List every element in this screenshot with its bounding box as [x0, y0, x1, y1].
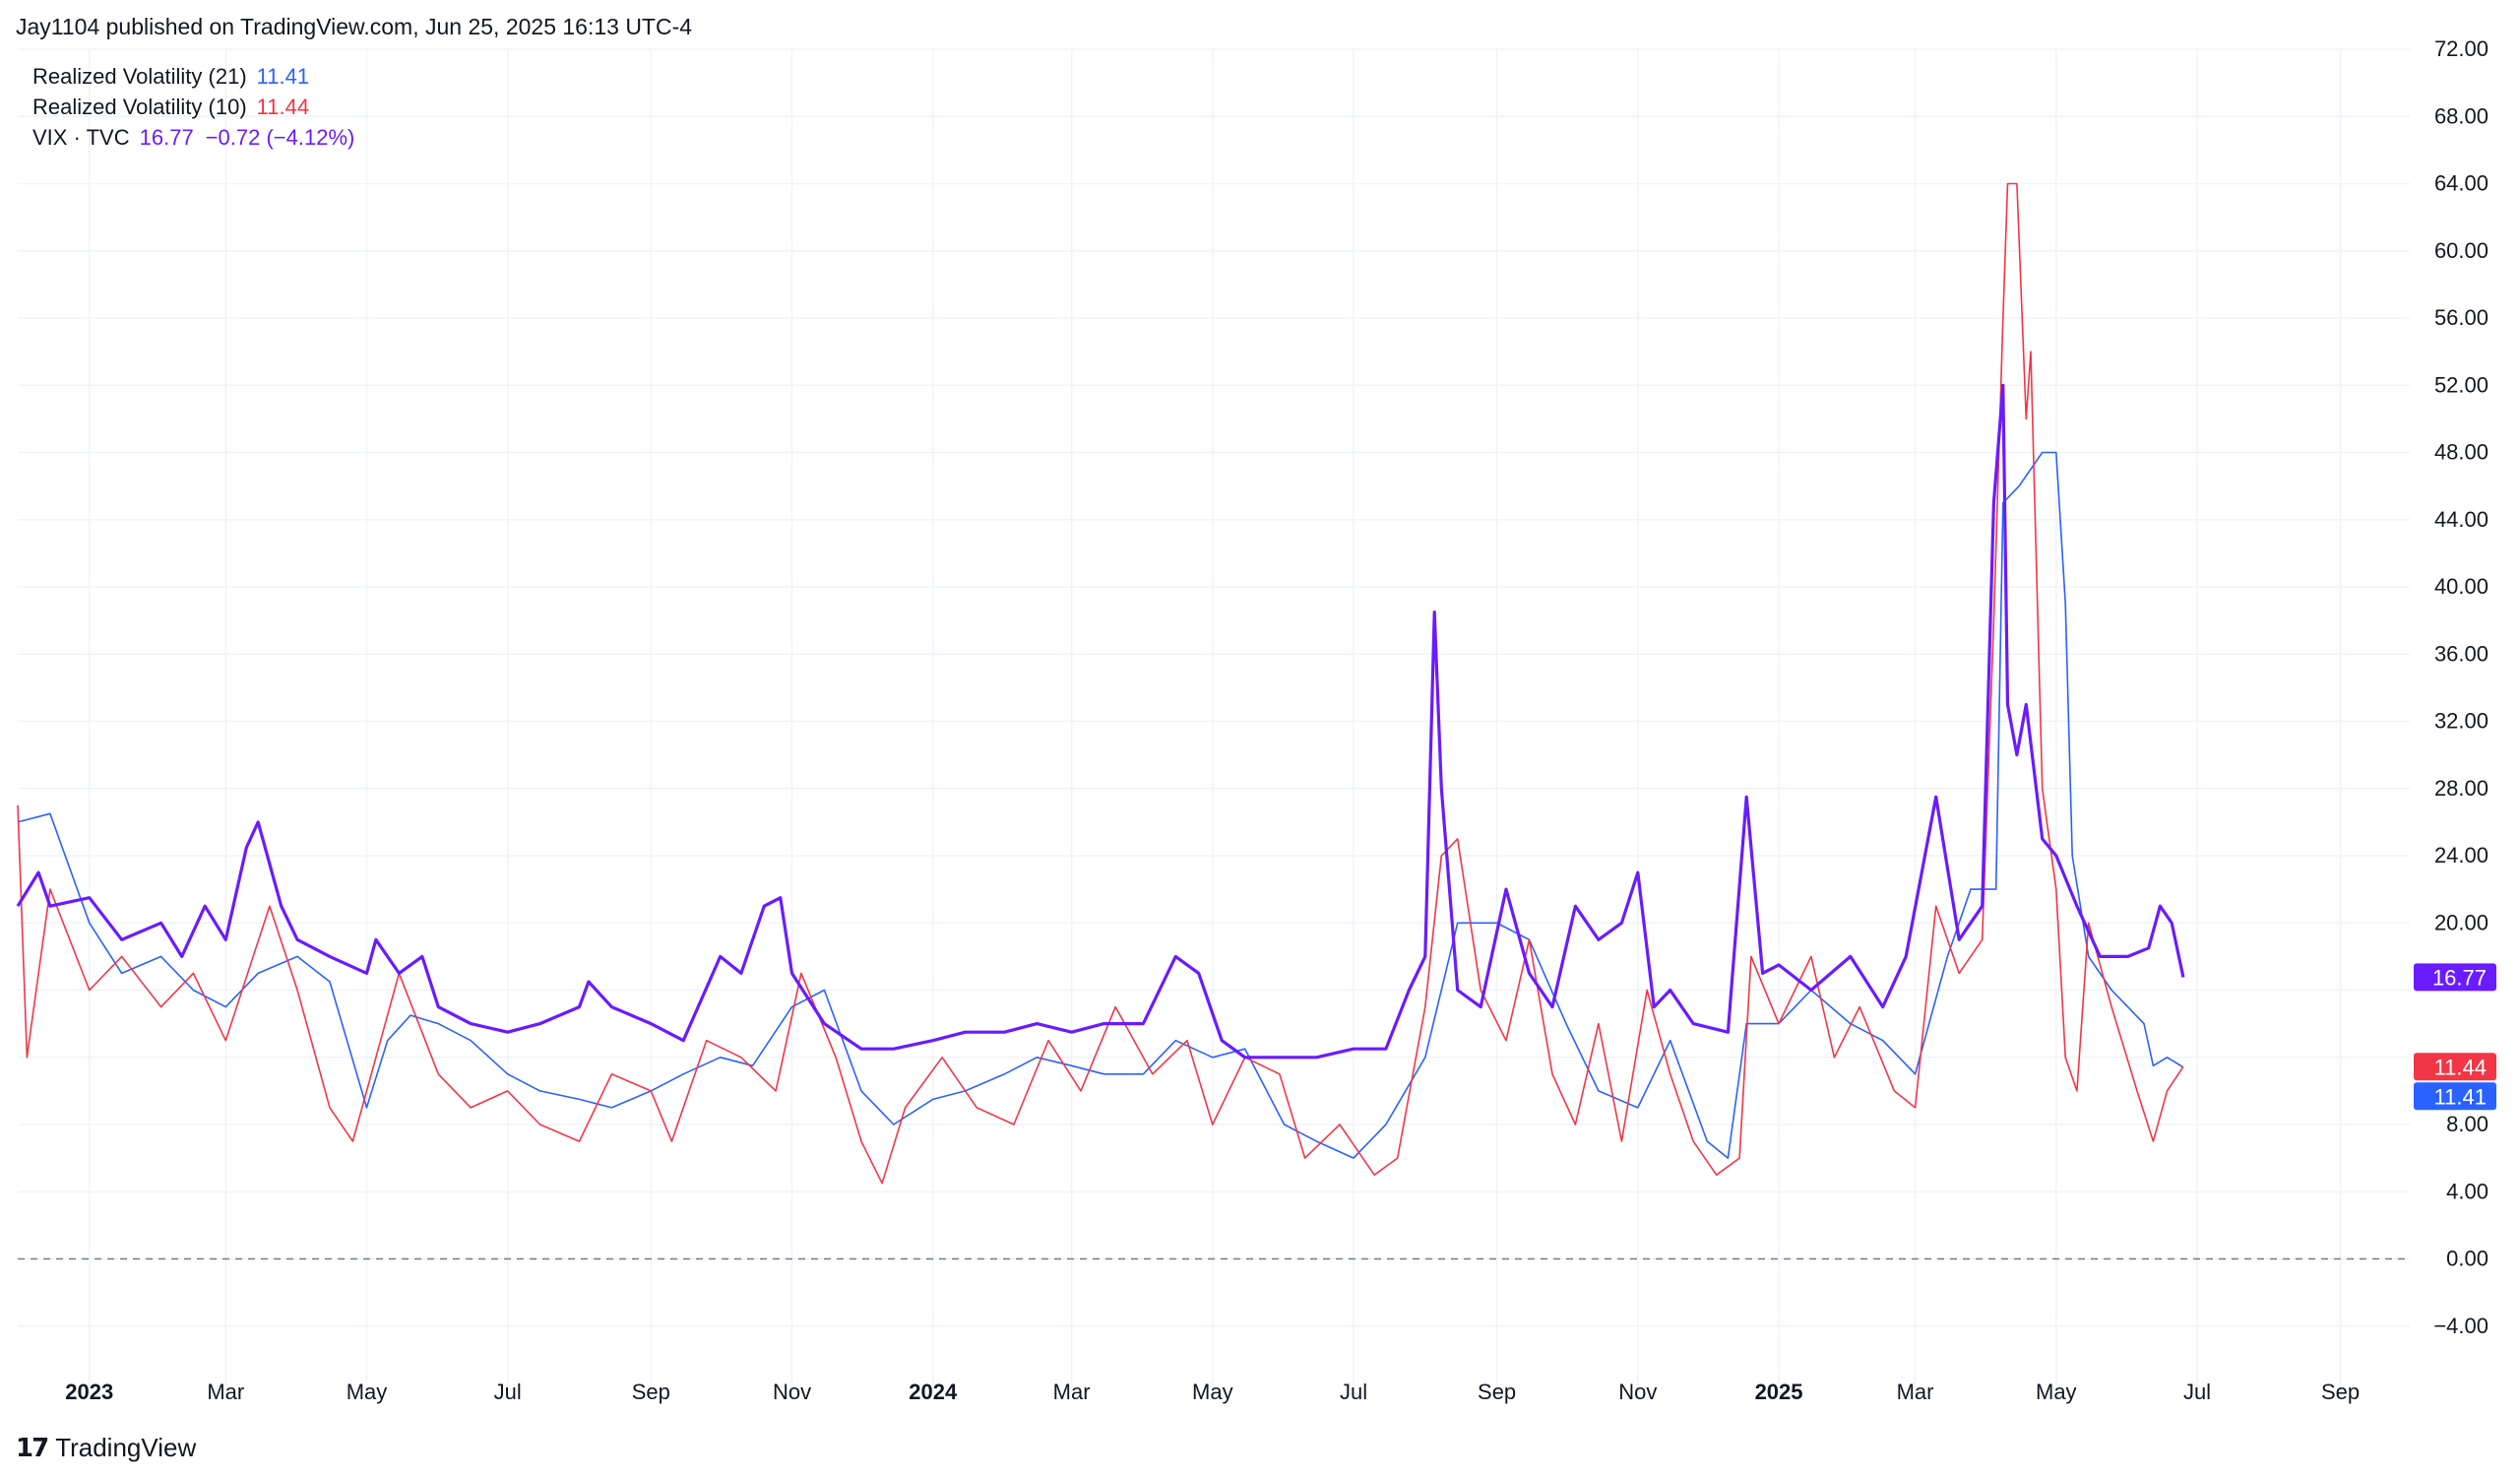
last-value-text-0: 11.41	[2434, 1084, 2487, 1109]
x-tick-label: Sep	[1478, 1380, 1516, 1404]
x-tick-label: 2023	[65, 1380, 113, 1404]
series-lines	[16, 182, 2185, 1185]
legend-vix[interactable]: VIX · TVC 16.77 −0.72 (−4.12%)	[32, 122, 354, 153]
y-tick-label: 68.00	[2434, 103, 2488, 128]
last-value-badges: 16.77 11.44 11.41	[2414, 963, 2496, 1111]
x-tick-label: Nov	[1618, 1380, 1657, 1404]
x-tick-label: May	[2036, 1380, 2077, 1404]
series-line-1	[17, 182, 2184, 1185]
last-value-badge-2	[2414, 963, 2496, 992]
legend-rv10-value: 11.44	[256, 95, 310, 119]
x-tick-label: Jul	[494, 1380, 522, 1404]
y-tick-label: 36.00	[2434, 641, 2488, 666]
published-note: Jay1104 published on TradingView.com, Ju…	[16, 14, 693, 39]
legend-rv10[interactable]: Realized Volatility (10) 11.44	[32, 92, 354, 122]
x-axis: 2023 Mar May Jul Sep Nov 2024 Mar May Jul Sep Nov 20…	[65, 1380, 2360, 1404]
last-value-text-1: 11.44	[2434, 1055, 2487, 1079]
x-tick-label: Mar	[207, 1380, 244, 1404]
x-tick-label: Nov	[773, 1380, 811, 1404]
tv-logo-icon: 17	[16, 1433, 49, 1463]
y-tick-label: 52.00	[2434, 372, 2488, 397]
y-tick-label: 28.00	[2434, 776, 2488, 801]
legend-rv21[interactable]: Realized Volatility (21) 11.41	[32, 61, 354, 92]
x-tick-label: 2025	[1755, 1380, 1803, 1404]
y-tick-label: 44.00	[2434, 507, 2488, 532]
y-tick-label: 8.00	[2446, 1112, 2488, 1136]
legend-vix-change: −0.72 (−4.12%)	[205, 125, 355, 150]
x-tick-label: Jul	[1340, 1380, 1367, 1404]
y-tick-label: 64.00	[2434, 171, 2488, 196]
y-tick-label: 4.00	[2446, 1179, 2488, 1203]
y-tick-label: 60.00	[2434, 238, 2488, 263]
x-tick-label: 2024	[909, 1380, 958, 1404]
y-axis: −4.00 0.00 4.00 8.00 20.00 24.00 28.00 32.00 36.…	[2433, 36, 2488, 1338]
y-tick-label: 0.00	[2446, 1247, 2488, 1271]
last-value-badge-0	[2414, 1082, 2496, 1111]
series-line-0	[17, 451, 2184, 1159]
y-tick-label: 20.00	[2434, 910, 2488, 934]
legend-vix-label: VIX · TVC	[32, 125, 130, 150]
x-tick-label: Mar	[1053, 1380, 1091, 1404]
y-tick-label: 24.00	[2434, 843, 2488, 868]
last-value-badge-1	[2414, 1053, 2496, 1081]
x-tick-label: Jul	[2183, 1380, 2211, 1404]
x-tick-label: Mar	[1897, 1380, 1934, 1404]
legend-vix-value: 16.77	[139, 125, 194, 150]
y-tick-label: 40.00	[2434, 574, 2488, 599]
y-tick-label: 72.00	[2434, 36, 2488, 61]
x-tick-label: May	[346, 1380, 388, 1404]
legend: Realized Volatility (21) 11.41 Realized V…	[32, 61, 354, 153]
y-tick-label: −4.00	[2433, 1314, 2488, 1338]
legend-rv21-value: 11.41	[256, 64, 310, 89]
x-tick-label: Sep	[632, 1380, 670, 1404]
legend-rv21-label: Realized Volatility (21)	[32, 64, 247, 89]
x-tick-label: May	[1192, 1380, 1233, 1404]
y-tick-label: 32.00	[2434, 709, 2488, 734]
series-line-2	[16, 383, 2185, 1060]
y-tick-label: 48.00	[2434, 440, 2488, 465]
last-value-text-2: 16.77	[2432, 965, 2487, 990]
brand[interactable]: 17 TradingView	[16, 1433, 196, 1463]
y-tick-label: 56.00	[2434, 305, 2488, 330]
brand-name: TradingView	[55, 1433, 197, 1462]
grid-lines	[18, 48, 2410, 1393]
x-tick-label: Sep	[2321, 1380, 2360, 1404]
legend-rv10-label: Realized Volatility (10)	[32, 95, 247, 119]
